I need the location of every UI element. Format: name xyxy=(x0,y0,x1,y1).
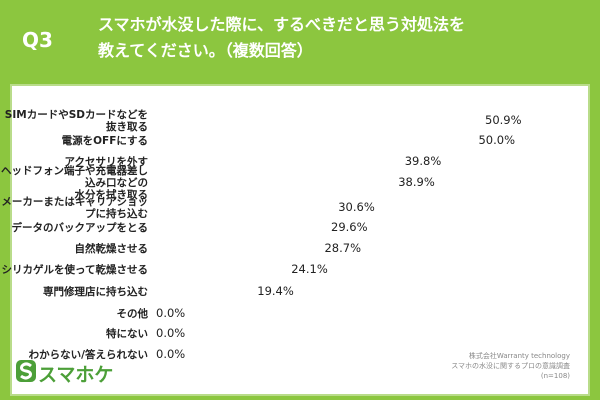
question-number: Q3 xyxy=(22,28,53,52)
category-label: その他 xyxy=(116,308,149,320)
value-label: 30.6% xyxy=(336,200,377,215)
category-label: アクセサリを外す xyxy=(64,156,148,168)
logo-icon xyxy=(16,360,36,382)
category-label: ヘッドフォン端子や充電器差し込み口などの 水分を拭き取る xyxy=(1,165,148,201)
source-line: 株式会社Warranty technology xyxy=(468,352,570,360)
category-label: メーカーまたはキャリアショップに持ち込む xyxy=(1,196,148,220)
value-label: 50.0% xyxy=(476,133,518,148)
category-label: 専門修理店に持ち込む xyxy=(43,286,148,298)
category-label: データのバックアップをとる xyxy=(11,222,149,234)
value-label: 0.0% xyxy=(154,326,188,341)
value-label: 0.0% xyxy=(154,347,188,362)
logo: スマホケ xyxy=(38,364,114,386)
value-label: 19.4% xyxy=(255,284,296,299)
value-label: 0.0% xyxy=(154,306,188,321)
category-label: 電源をOFFにする xyxy=(61,135,148,147)
source: 株式会社Warranty technology スマホの水没に関するプロの意識調… xyxy=(451,351,570,381)
value-label: 29.6% xyxy=(329,220,370,235)
source-line: スマホの水没に関するプロの意識調査 xyxy=(451,362,570,370)
value-label: 28.7% xyxy=(322,241,364,256)
value-label: 39.8% xyxy=(402,154,444,169)
category-label: SIMカードやSDカードなどを抜き取る xyxy=(4,109,148,133)
category-label: 特にない xyxy=(106,328,148,340)
source-line: (n=108) xyxy=(540,372,570,380)
value-label: 50.9% xyxy=(483,113,524,128)
value-label: 24.1% xyxy=(289,262,330,277)
category-label: 自然乾燥させる xyxy=(74,243,149,255)
value-label: 38.9% xyxy=(396,175,437,190)
category-label: わからない/答えられない xyxy=(28,349,148,361)
category-label: シリカゲルを使って乾燥させる xyxy=(1,264,148,276)
chart-title: スマホが水没した際に、するべきだと思う対処法を 教えてください。（複数回答） xyxy=(98,15,466,60)
